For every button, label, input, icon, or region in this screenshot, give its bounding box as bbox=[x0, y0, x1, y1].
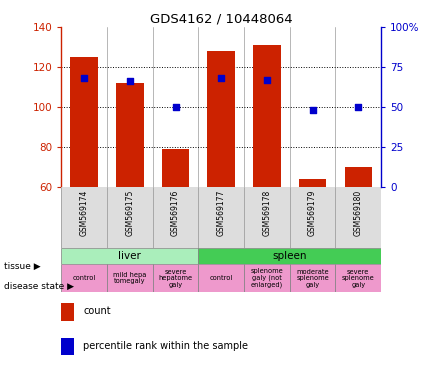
Bar bbox=[336, 264, 381, 292]
Bar bbox=[290, 264, 336, 292]
Text: GSM569179: GSM569179 bbox=[308, 190, 317, 236]
Text: percentile rank within the sample: percentile rank within the sample bbox=[83, 341, 248, 351]
Bar bbox=[116, 83, 144, 187]
Bar bbox=[253, 45, 281, 187]
Bar bbox=[153, 264, 198, 292]
Text: control: control bbox=[209, 275, 233, 281]
Text: GSM569178: GSM569178 bbox=[262, 190, 272, 236]
Bar bbox=[107, 264, 153, 292]
Bar bbox=[61, 264, 107, 292]
Text: control: control bbox=[73, 275, 96, 281]
Bar bbox=[198, 264, 244, 292]
Text: mild hepa
tomegaly: mild hepa tomegaly bbox=[113, 272, 147, 284]
Point bbox=[81, 75, 88, 81]
Point bbox=[218, 75, 225, 81]
Title: GDS4162 / 10448064: GDS4162 / 10448064 bbox=[150, 13, 293, 26]
Point bbox=[355, 104, 362, 110]
Text: GSM569175: GSM569175 bbox=[125, 190, 134, 236]
Text: GSM569180: GSM569180 bbox=[354, 190, 363, 236]
Text: moderate
splenome
galy: moderate splenome galy bbox=[296, 268, 329, 288]
Point bbox=[309, 107, 316, 113]
Bar bbox=[162, 149, 189, 187]
Text: spleen: spleen bbox=[272, 251, 307, 261]
Text: tissue ▶: tissue ▶ bbox=[4, 262, 41, 271]
Point bbox=[172, 104, 179, 110]
Text: severe
splenome
galy: severe splenome galy bbox=[342, 268, 374, 288]
Text: disease state ▶: disease state ▶ bbox=[4, 281, 74, 291]
Bar bbox=[71, 57, 98, 187]
Text: GSM569176: GSM569176 bbox=[171, 190, 180, 236]
Bar bbox=[198, 248, 381, 264]
Bar bbox=[244, 264, 290, 292]
Bar bbox=[345, 167, 372, 187]
Text: splenome
galy (not
enlarged): splenome galy (not enlarged) bbox=[251, 268, 283, 288]
Text: liver: liver bbox=[118, 251, 141, 261]
Bar bbox=[61, 248, 198, 264]
Point bbox=[263, 76, 270, 83]
Point bbox=[126, 78, 133, 84]
Text: count: count bbox=[83, 306, 111, 316]
Text: GSM569174: GSM569174 bbox=[80, 190, 88, 236]
Text: severe
hepatome
galy: severe hepatome galy bbox=[159, 268, 193, 288]
Bar bbox=[299, 179, 326, 187]
Text: GSM569177: GSM569177 bbox=[217, 190, 226, 236]
Bar bbox=[208, 51, 235, 187]
